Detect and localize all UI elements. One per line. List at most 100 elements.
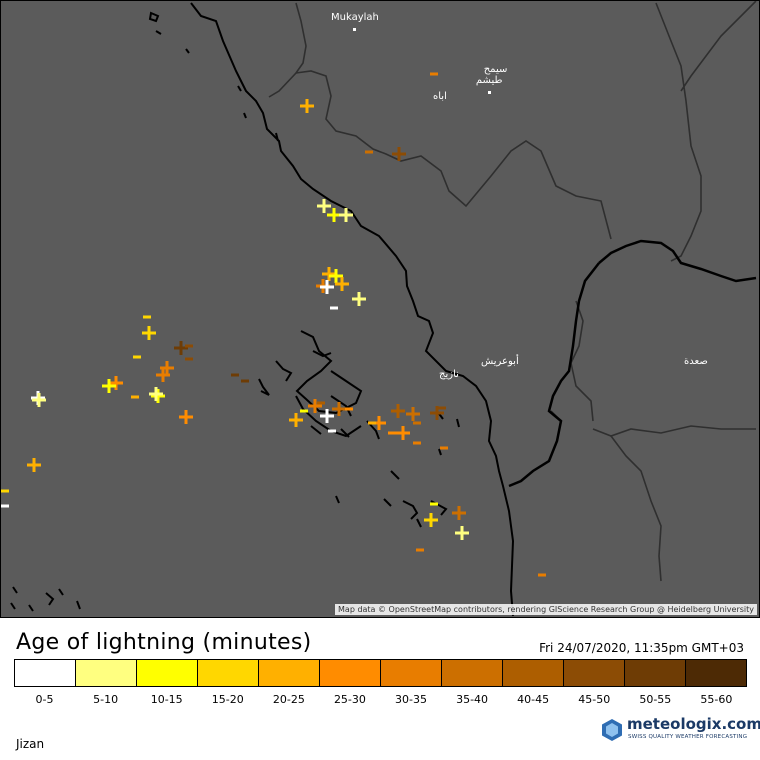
positive-strike [27, 458, 41, 472]
negative-strike [1, 489, 9, 493]
legend-swatch [442, 660, 503, 686]
legend-label: 20-25 [272, 693, 305, 706]
place-aba: اباه [433, 91, 447, 102]
negative-strike [440, 446, 448, 450]
positive-strike [156, 368, 170, 382]
positive-strike [320, 409, 334, 423]
brand-name: meteologix.com [627, 715, 760, 733]
legend-swatch [15, 660, 76, 686]
place-samtah: سيمح طيشم [471, 53, 507, 108]
legend-label: 45-50 [578, 693, 611, 706]
positive-strike [300, 99, 314, 113]
positive-strike [32, 393, 46, 407]
legend-swatch [625, 660, 686, 686]
legend-label: 40-45 [517, 693, 550, 706]
brand-logo[interactable]: meteologix.com SWISS QUALITY WEATHER FOR… [601, 715, 760, 744]
positive-strike [102, 379, 116, 393]
negative-strike [438, 406, 446, 410]
positive-strike [329, 269, 343, 283]
negative-strike [231, 373, 239, 377]
positive-strike [455, 526, 469, 540]
legend-title: Age of lightning (minutes) [16, 630, 312, 655]
place-abu-arish: أبوعريش [481, 356, 519, 367]
negative-strike [328, 429, 336, 433]
legend-swatch [564, 660, 625, 686]
location-label: Jizan [16, 737, 45, 751]
positive-strike [406, 407, 420, 421]
legend-label: 0-5 [35, 693, 54, 706]
positive-strike [332, 402, 346, 416]
positive-strike [289, 413, 303, 427]
islands [10, 11, 460, 612]
national-border [508, 239, 757, 488]
legend-label: 50-55 [639, 693, 672, 706]
negative-strike [317, 401, 325, 405]
negative-strike [300, 409, 308, 413]
place-sabya: صعدة [684, 356, 708, 367]
legend-swatch [198, 660, 259, 686]
map-canvas [1, 1, 757, 617]
positive-strike [174, 341, 188, 355]
positive-strike [308, 399, 322, 413]
legend-swatch [137, 660, 198, 686]
negative-strike [368, 421, 376, 425]
negative-strike [241, 379, 249, 383]
legend-label: 5-10 [93, 693, 119, 706]
positive-strike [391, 404, 405, 418]
map-attribution[interactable]: Map data © OpenStreetMap contributors, r… [335, 604, 757, 615]
legend-label: 10-15 [150, 693, 183, 706]
legend-label: 25-30 [333, 693, 366, 706]
positive-strike [372, 416, 386, 430]
negative-strike [330, 306, 338, 310]
place-mukaylah: Mukaylah [331, 12, 379, 34]
legend-swatch [259, 660, 320, 686]
positive-strike [142, 326, 156, 340]
lightning-map[interactable]: Mukaylah سيمح طيشم اباه نازيج أبوعريش صع… [0, 0, 760, 618]
negative-strike [185, 344, 193, 348]
legend-label: 30-35 [395, 693, 427, 706]
positive-strike [151, 389, 165, 403]
negative-strike [430, 502, 438, 506]
negative-strike [345, 407, 353, 411]
legend-swatch [503, 660, 564, 686]
positive-strike [320, 280, 334, 294]
negative-strike [131, 395, 139, 399]
negative-strike [416, 548, 424, 552]
positive-strike [160, 361, 174, 375]
negative-strike [430, 72, 438, 76]
legend-label: 35-40 [456, 693, 489, 706]
positive-strike [396, 426, 410, 440]
negative-strike [1, 504, 9, 508]
legend-swatch [686, 660, 746, 686]
legend-label: 55-60 [700, 693, 733, 706]
positive-strike [392, 147, 406, 161]
negative-strike [388, 431, 396, 435]
legend-labels: 0-5 5-10 10-15 15-20 20-25 25-30 30-35 35-40 40-… [14, 693, 747, 706]
negative-strike [133, 355, 141, 359]
brand-tagline: SWISS QUALITY WEATHER FORECASTING [628, 734, 748, 740]
positive-strike [109, 376, 123, 390]
positive-strike [352, 292, 366, 306]
negative-strike [413, 441, 421, 445]
negative-strike [413, 421, 421, 425]
timestamp: Fri 24/07/2020, 11:35pm GMT+03 [539, 641, 744, 655]
place-jizan: نازيج [439, 369, 459, 380]
negative-strike [365, 150, 373, 154]
legend-swatch [76, 660, 137, 686]
legend-swatch [381, 660, 442, 686]
positive-strike [179, 410, 193, 424]
positive-strike [149, 387, 163, 401]
legend-swatch [320, 660, 381, 686]
coastline [190, 2, 515, 617]
meteologix-logo-icon [602, 719, 622, 741]
positive-strike [430, 406, 444, 420]
positive-strike [424, 513, 438, 527]
positive-strike [322, 267, 336, 281]
positive-strike [452, 506, 466, 520]
negative-strike [185, 357, 193, 361]
lightning-strikes [1, 72, 546, 577]
legend-color-bar [14, 659, 747, 687]
positive-strike [339, 208, 353, 222]
legend-label: 15-20 [211, 693, 244, 706]
positive-strike [317, 199, 331, 213]
